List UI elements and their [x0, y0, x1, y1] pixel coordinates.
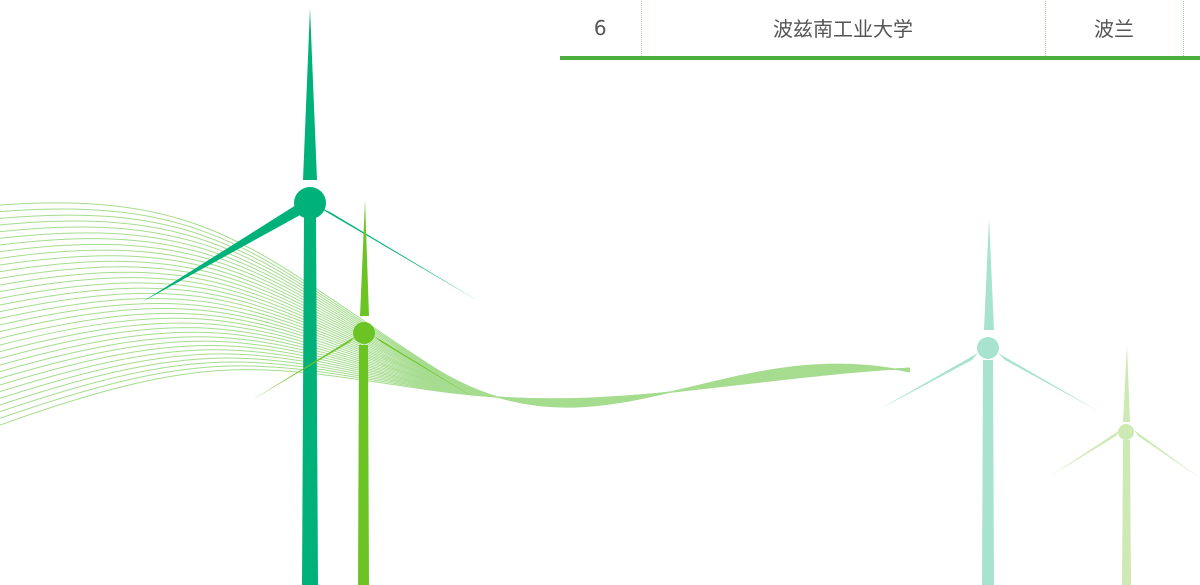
country-cell: 波兰	[1044, 0, 1183, 56]
table-row: 6 波兹南工业大学 波兰	[560, 0, 1200, 56]
wave-line	[0, 367, 911, 426]
university-cell: 波兹南工业大学	[640, 0, 1045, 56]
rank-cell: 6	[593, 15, 607, 40]
extra-cell	[1182, 0, 1200, 56]
wave-line	[0, 271, 911, 405]
turbine-pale-icon	[878, 218, 1100, 585]
turbine-large-icon	[142, 8, 480, 585]
turbine-small-icon	[1052, 345, 1200, 585]
wave-line-pattern	[0, 202, 911, 426]
turbine-lime-icon	[252, 200, 478, 585]
ranking-table: 6 波兹南工业大学 波兰	[560, 0, 1200, 60]
